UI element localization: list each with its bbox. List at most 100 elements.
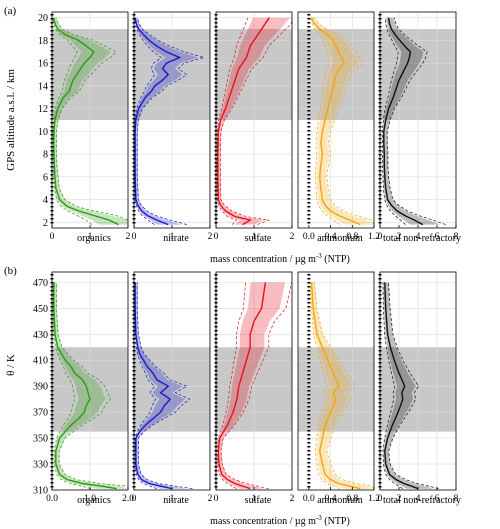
ytick-label: 410 [33,356,48,367]
series-dashed-line [134,17,163,225]
xtick-label: 1 [252,494,257,504]
series-dashed-line [386,17,446,225]
species-label: nitrate [163,495,189,506]
xtick-label: 0 [50,232,55,242]
series-median-line [52,17,119,226]
xtick-label: 6 [435,232,440,242]
series-median-line [310,282,361,490]
subplot-sulfate: 0 1 2 sulfate [214,271,295,506]
series-dashed-line [314,282,375,489]
series-median-line [134,17,182,226]
ytick-label: 330 [33,460,48,471]
series-dashed-line [388,282,439,490]
panel-letter-b: (b) [4,265,17,277]
species-label: nitrate [163,233,189,244]
series-envelope [383,282,434,489]
series-dashed-line [220,282,292,490]
xtick-label: 0.4 [325,232,337,242]
subplot-organics: 0.0 1.0 2.0 organics [46,271,134,506]
panel-letter-a: (a) [4,5,17,17]
species-label: sulfate [245,233,272,244]
species-label: ammonium [317,495,363,506]
series-dashed-line [55,17,129,225]
xtick-label: 2 [208,232,213,242]
xtick-label: 0.0 [303,494,315,504]
ytick-label: 2 [43,218,48,229]
ytick-label: 450 [33,304,48,315]
xtick-label: 0.8 [346,494,358,504]
xtick-label: 0 [214,494,219,504]
xtick-label: 0 [378,494,383,504]
ytick-label: 12 [38,104,48,115]
species-label: total non-refractory [383,233,461,244]
series-dashed-line [382,282,403,489]
series-dashed-line [136,282,193,490]
series-median-line [217,17,270,226]
series-median-line [217,282,267,490]
ytick-label: 4 [43,195,48,206]
series-dashed-line [381,17,406,225]
xtick-label: 0.0 [303,232,315,242]
xtick-label: 2.0 [122,494,134,504]
xtick-label: 2 [290,232,295,242]
series-median-line [134,282,173,490]
xtick-label: 0 [214,232,219,242]
xtick-label: 1 [252,232,257,242]
subplot-organics: 0 1 2 organics [50,11,131,244]
series-median-line [53,282,117,490]
ytick-label: 370 [33,408,48,419]
series-dashed-line [52,17,93,225]
xlabel-bottom: mass concentration / µg m-3 (NTP) [210,514,350,527]
series-envelope [53,282,128,489]
series-dashed-line [220,17,293,225]
xtick-label: 1.2 [368,494,380,504]
ytick-label: 430 [33,330,48,341]
xtick-label: 0.0 [46,494,58,504]
xtick-label: 6 [435,494,440,504]
series-dashed-line [310,17,341,225]
series-dashed-line [217,282,246,490]
species-label: organics [77,495,111,506]
series-envelope [134,17,198,225]
ytick-label: 390 [33,382,48,393]
ytick-label: 6 [43,172,48,183]
series-envelope [53,17,128,225]
xtick-label: 0 [132,232,137,242]
subplot-ammonium: 0.0 0.4 0.8 1.2 ammonium [297,271,380,506]
series-median-line [383,17,424,226]
series-dashed-line [134,282,157,490]
xtick-label: 2 [126,232,131,242]
xtick-label: 2 [397,232,402,242]
series-dashed-line [216,17,249,225]
series-dashed-line [136,17,206,225]
xtick-label: 1 [170,494,175,504]
xtick-label: 0 [132,494,137,504]
subplot-frame [297,11,375,229]
series-envelope [217,282,285,489]
xtick-label: 8 [454,232,459,242]
series-envelope [310,282,374,489]
series-dashed-line [56,282,129,489]
subplot-ammonium: 0.0 0.4 0.8 1.2 ammonium [297,11,380,244]
xtick-label: 2 [208,494,213,504]
ytick-label: 470 [33,278,48,289]
xtick-label: 1.2 [368,232,380,242]
species-label: organics [77,233,111,244]
species-label: ammonium [317,233,363,244]
ytick-label: 18 [38,36,48,47]
series-dashed-line [52,282,91,490]
ylabel-top: GPS altitude a.s.l. / km [5,69,17,171]
series-dashed-line [310,282,340,490]
xtick-label: 4 [416,494,421,504]
subplot-frame [297,271,375,491]
subplot-sulfate: 0 1 2 sulfate [214,11,295,244]
species-label: total non-refractory [383,495,461,506]
ytick-label: 8 [43,150,48,161]
series-median-line [384,282,419,490]
ytick-label: 350 [33,434,48,445]
xtick-label: 1 [88,232,93,242]
